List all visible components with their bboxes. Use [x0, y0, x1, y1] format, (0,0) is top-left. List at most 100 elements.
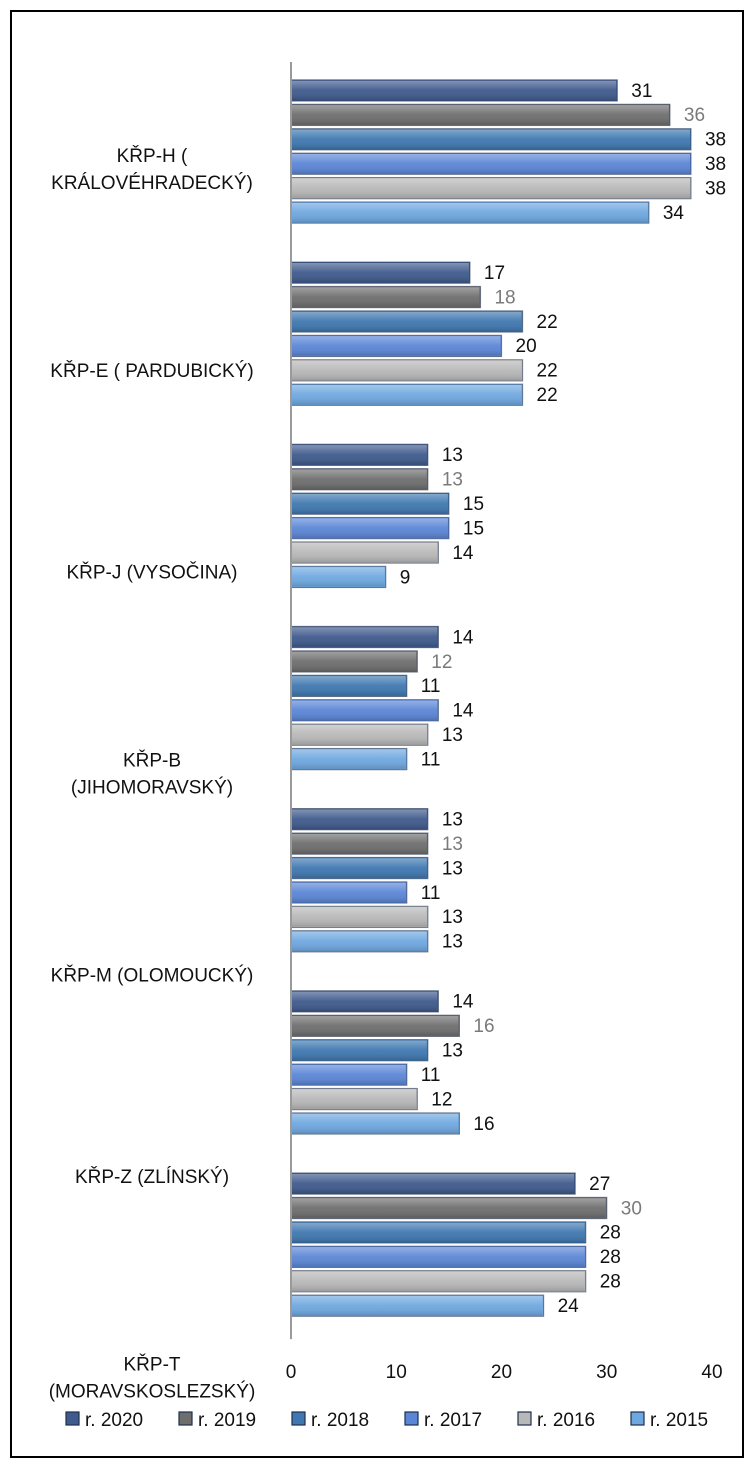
bar-highlight [292, 178, 690, 198]
data-label: 11 [421, 676, 441, 697]
category-labels: KŘP-H (KRÁLOVÉHRADECKÝ) KŘP-E ( PARDUBICK… [49, 145, 256, 1403]
legend: r. 2020 r. 2019 r. 2018 r. 2017 r. 2016 r. 20… [65, 1410, 708, 1431]
bar-highlight [292, 1113, 459, 1134]
data-label: 14 [452, 543, 474, 564]
category-label-line: KŘP-Z (ZLÍNSKÝ) [75, 1166, 229, 1188]
data-label: 15 [463, 518, 484, 539]
bar-highlight [292, 1089, 417, 1109]
data-label: 12 [431, 652, 452, 673]
bar-highlight [292, 833, 427, 854]
category-label: KŘP-T (MORAVSKOSLEZSKÝ) [49, 1354, 256, 1403]
legend-swatch [291, 1411, 306, 1426]
data-label: 16 [473, 1016, 494, 1037]
bar-highlight [292, 1173, 575, 1194]
bar-highlight [292, 907, 427, 927]
data-label: 24 [558, 1296, 580, 1317]
category-label-line: KŘP-J (VYSOČINA) [66, 561, 237, 583]
data-label: 17 [484, 263, 505, 284]
data-label: 14 [452, 992, 474, 1013]
bar-highlight [292, 105, 669, 125]
bar-highlight [292, 153, 690, 174]
legend-swatch [630, 1411, 645, 1426]
category-label-line: KRÁLOVÉHRADECKÝ) [51, 173, 253, 194]
legend-label: r. 2019 [198, 1410, 256, 1431]
data-label: 28 [600, 1247, 621, 1268]
x-axis-ticks: 0 10 20 30 40 [286, 1362, 723, 1383]
bar-highlight [292, 493, 448, 514]
bar-highlight [292, 129, 690, 150]
bar-highlight [292, 749, 406, 769]
data-label: 11 [421, 749, 441, 770]
bar-highlight [292, 1247, 585, 1267]
bar-highlight [292, 1295, 543, 1316]
data-label: 14 [452, 701, 474, 722]
data-label: 31 [631, 81, 652, 102]
bar-highlight [292, 931, 427, 952]
category-label-line: KŘP-T [124, 1354, 181, 1376]
bar-highlight [292, 445, 427, 465]
legend-label: r. 2015 [650, 1410, 708, 1431]
bar-highlight [292, 469, 427, 489]
bar-highlight [292, 80, 617, 101]
bar-highlight [292, 287, 480, 307]
bar-highlight [292, 1271, 585, 1291]
data-label: 36 [684, 105, 705, 126]
data-label: 9 [400, 567, 411, 588]
bar-highlight [292, 627, 438, 647]
legend-label: r. 2016 [537, 1410, 595, 1431]
data-label: 12 [431, 1089, 452, 1110]
data-label: 13 [442, 907, 463, 928]
x-tick-label: 0 [286, 1362, 297, 1383]
plot-scale-wrapper: KŘP-H (KRÁLOVÉHRADECKÝ) KŘP-E ( PARDUBICK… [49, 62, 726, 1403]
x-tick-label: 20 [491, 1362, 512, 1383]
bar-highlight [292, 882, 406, 903]
category-label: KŘP-Z (ZLÍNSKÝ) [75, 1166, 229, 1188]
category-label-line: KŘP-M (OLOMOUCKÝ) [51, 964, 254, 986]
data-label: 13 [442, 932, 463, 953]
category-label: KŘP-H (KRÁLOVÉHRADECKÝ) [51, 145, 253, 194]
x-tick-label: 30 [596, 1362, 617, 1383]
data-label: 14 [452, 627, 474, 648]
x-tick-label: 40 [701, 1362, 722, 1383]
bar-highlight [292, 385, 522, 405]
bar-highlight [292, 1040, 427, 1060]
bar-highlight [292, 676, 406, 696]
bar-highlight [292, 542, 438, 563]
bar-highlight [292, 360, 522, 381]
category-label-line: KŘP-B [123, 749, 181, 771]
data-label: 13 [442, 725, 463, 746]
category-label-line: KŘP-E ( PARDUBICKÝ) [50, 360, 253, 382]
bar-highlight [292, 651, 417, 672]
data-label: 38 [705, 154, 726, 175]
data-label: 38 [705, 178, 726, 199]
x-tick-label: 10 [386, 1362, 407, 1383]
category-label: KŘP-J (VYSOČINA) [66, 561, 237, 583]
data-label: 28 [600, 1272, 621, 1293]
category-label: KŘP-B (JIHOMORAVSKÝ) [71, 749, 233, 798]
bar-highlight [292, 809, 427, 829]
legend-swatch [178, 1411, 193, 1426]
legend-swatch [517, 1411, 532, 1426]
bar-highlight [292, 1222, 585, 1243]
bar-highlight [292, 311, 522, 332]
legend-label: r. 2018 [311, 1410, 369, 1431]
data-labels: 3136383838341718222022221313151514914121… [400, 81, 726, 1317]
data-label: 13 [442, 810, 463, 831]
data-label: 30 [621, 1198, 642, 1219]
bar-highlight [292, 1198, 606, 1218]
data-label: 16 [473, 1114, 494, 1135]
data-label: 22 [537, 312, 558, 333]
bar-highlight [292, 518, 448, 538]
bar-highlight [292, 991, 438, 1012]
legend-swatch [404, 1411, 419, 1426]
data-label: 22 [537, 361, 558, 382]
legend-label: r. 2017 [424, 1410, 482, 1431]
data-label: 13 [442, 834, 463, 855]
category-label-line: (JIHOMORAVSKÝ) [71, 777, 233, 798]
data-label: 11 [421, 883, 441, 904]
bar-highlight [292, 1016, 459, 1036]
data-label: 13 [442, 470, 463, 491]
bars [290, 79, 692, 1317]
data-label: 22 [537, 385, 558, 406]
